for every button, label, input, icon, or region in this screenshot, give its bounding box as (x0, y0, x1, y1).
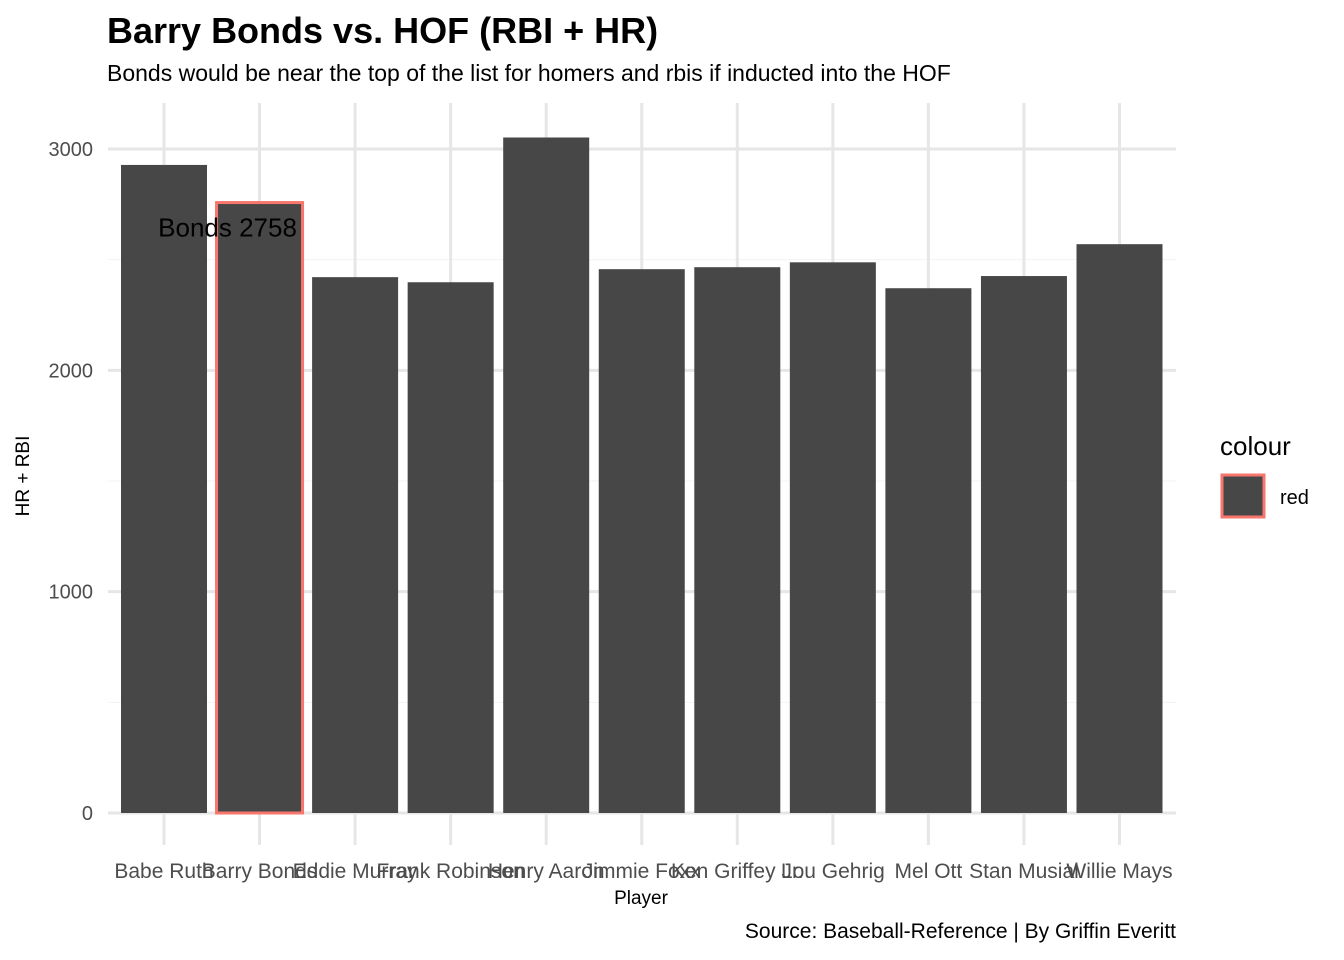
bar-frank-robinson (407, 282, 494, 813)
bar-lou-gehrig (789, 262, 876, 814)
legend-label: red (1280, 487, 1309, 509)
bar-mel-ott (885, 288, 972, 814)
x-tick-label: Stan Musial (969, 860, 1079, 883)
bar-jimmie-foxx (598, 269, 685, 814)
y-tick-label: 1000 (49, 582, 94, 604)
bar-willie-mays (1076, 244, 1163, 813)
x-tick-label: Ken Griffey Jr. (671, 860, 804, 883)
x-tick-label: Willie Mays (1066, 860, 1172, 883)
x-tick-label: Jimmie Foxx (583, 860, 701, 883)
y-tick-label: 3000 (49, 139, 94, 161)
bar-stan-musial (980, 276, 1067, 814)
x-tick-label: Eddie Murray (293, 860, 418, 883)
chart-title: Barry Bonds vs. HOF (RBI + HR) (107, 10, 659, 51)
x-tick-label: Mel Ott (895, 860, 963, 883)
bar-henry-aaron (503, 137, 590, 813)
x-axis-label: Player (614, 888, 669, 909)
y-axis-ticks: 0 1000 2000 3000 (49, 139, 94, 825)
legend-title: colour (1220, 431, 1291, 461)
legend: colour red (1220, 431, 1309, 519)
bars (121, 137, 1163, 815)
y-tick-label: 0 (82, 803, 93, 825)
chart-caption: Source: Baseball-Reference | By Griffin … (744, 920, 1176, 943)
x-tick-label: Barry Bonds (202, 860, 318, 883)
chart-subtitle: Bonds would be near the top of the list … (107, 60, 951, 86)
x-tick-label: Frank Robinson (377, 860, 525, 883)
x-tick-label: Babe Ruth (114, 860, 213, 883)
bonds-annotation: Bonds 2758 (158, 212, 297, 242)
y-axis-label: HR + RBI (13, 436, 34, 517)
bar-eddie-murray (312, 277, 399, 814)
legend-key-swatch (1220, 473, 1266, 519)
bar-barry-bonds (215, 201, 305, 815)
y-tick-label: 2000 (49, 360, 94, 382)
bar-babe-ruth (121, 164, 207, 813)
x-tick-label: Henry Aaron (488, 860, 605, 883)
x-tick-label: Lou Gehrig (781, 860, 885, 883)
bar-ken-griffey-jr (694, 267, 781, 813)
